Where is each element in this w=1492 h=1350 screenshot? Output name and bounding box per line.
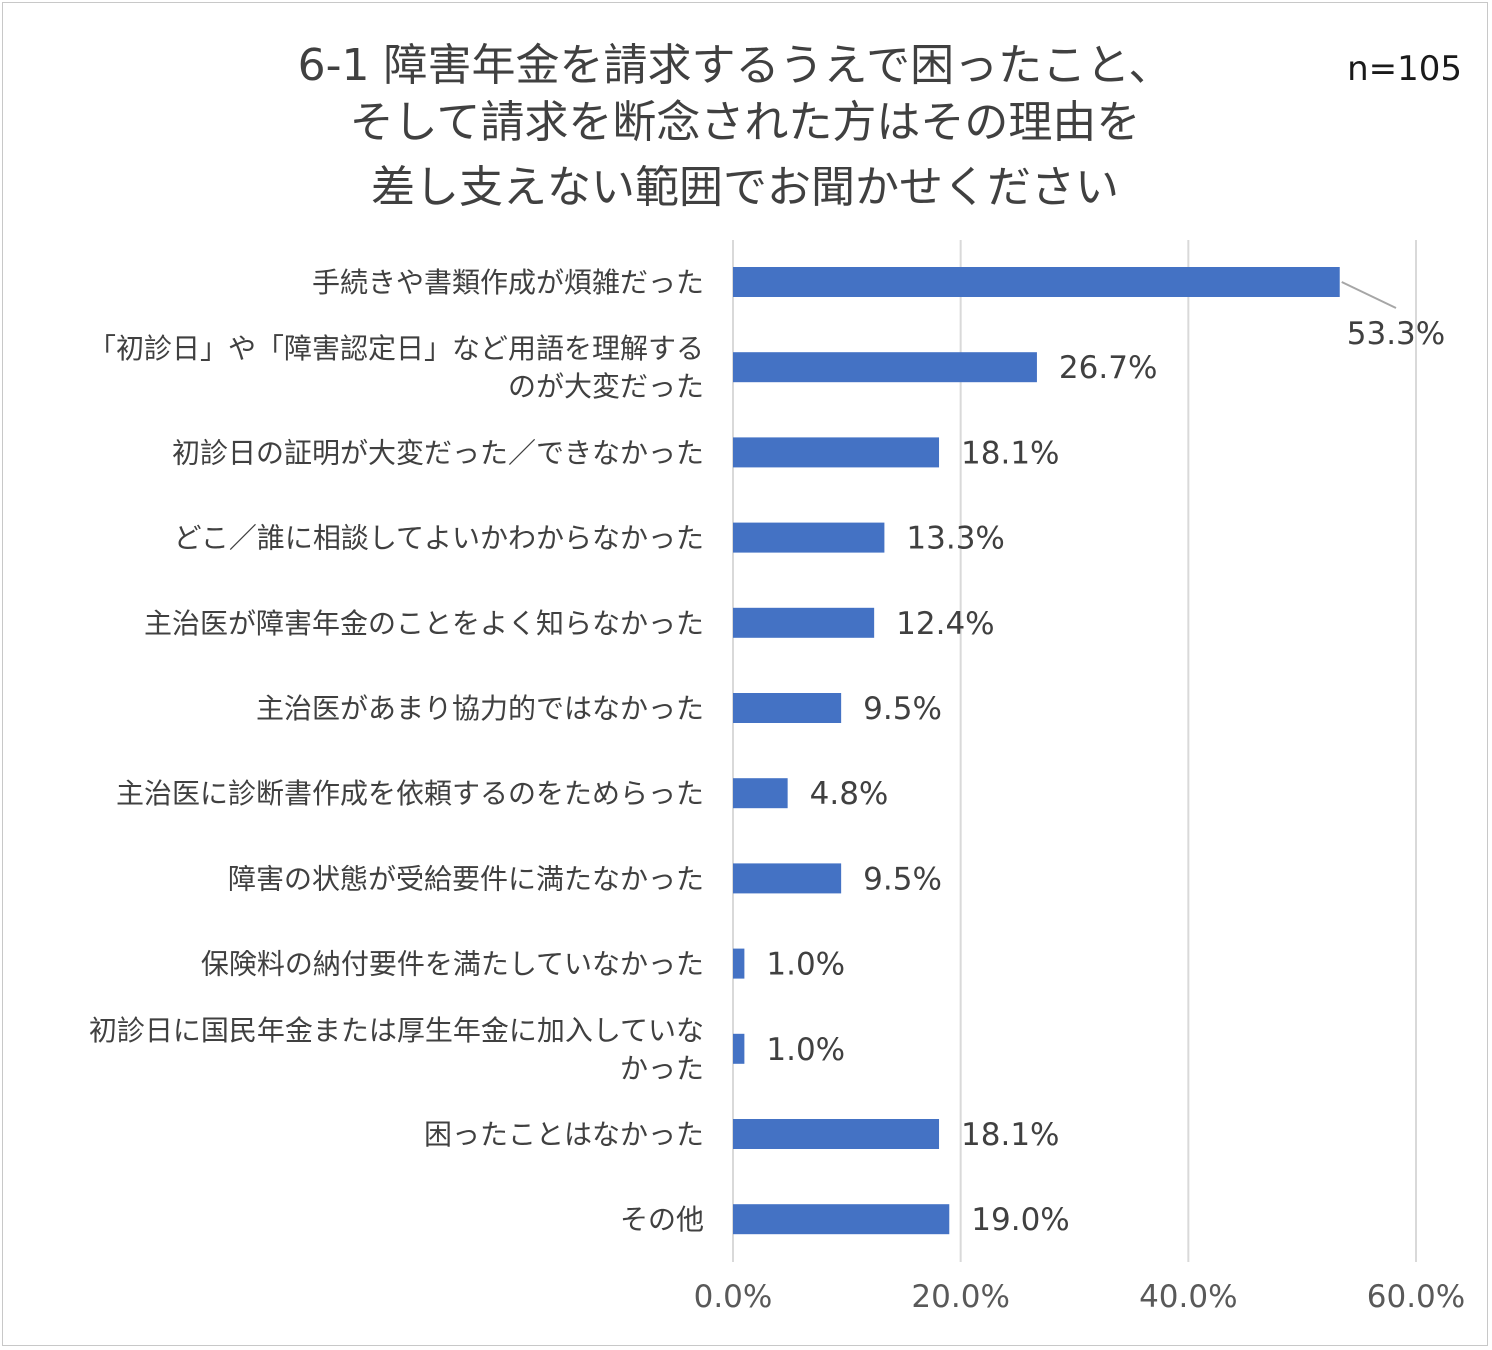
category-label: 主治医があまり協力的ではなかった bbox=[256, 692, 704, 725]
bar bbox=[733, 693, 842, 723]
category-label: 手続きや書類作成が煩雑だった bbox=[312, 266, 704, 299]
data-label: 1.0% bbox=[766, 1032, 845, 1068]
data-label: 9.5% bbox=[863, 861, 942, 897]
bar bbox=[733, 948, 745, 979]
x-axis-ticks: 0.0% 20.0% 40.0% 60.0% bbox=[694, 1279, 1466, 1315]
category-label: 障害の状態が受給要件に満たなかった bbox=[228, 862, 704, 895]
bar bbox=[733, 522, 885, 553]
x-tick-label: 0.0% bbox=[694, 1279, 773, 1315]
category-label: 主治医に診断書作成を依頼するのをためらった bbox=[116, 777, 704, 810]
data-labels: 53.3% 26.7% 18.1% 13.3% 12.4% 9.5% 4.8% 9.5% 1.0… bbox=[766, 281, 1445, 1238]
category-label: その他 bbox=[620, 1203, 704, 1236]
category-label: かった bbox=[620, 1052, 704, 1085]
bar bbox=[733, 267, 1340, 297]
category-label: どこ／誰に相談してよいかわからなかった bbox=[174, 522, 704, 555]
category-label: 困ったことはなかった bbox=[424, 1118, 704, 1151]
chart-title-line-1: 6-1 障害年金を請求するうえで困ったこと、 bbox=[298, 40, 1173, 91]
bar bbox=[733, 437, 940, 468]
bar bbox=[733, 352, 1037, 383]
bar bbox=[733, 1204, 950, 1235]
data-label: 9.5% bbox=[863, 691, 942, 727]
x-tick-label: 40.0% bbox=[1139, 1279, 1237, 1315]
chart-title: 6-1 障害年金を請求するうえで困ったこと、 そして請求を断念された方はその理由… bbox=[298, 40, 1173, 213]
bars bbox=[733, 267, 1340, 1235]
data-label: 26.7% bbox=[1059, 350, 1157, 386]
bar bbox=[733, 1033, 745, 1064]
data-label: 13.3% bbox=[906, 521, 1004, 557]
chart-title-line-3: 差し支えない範囲でお聞かせください bbox=[371, 162, 1119, 213]
sample-size-label: n=105 bbox=[1347, 49, 1462, 89]
category-label: 主治医が障害年金のことをよく知らなかった bbox=[144, 607, 704, 640]
bar bbox=[733, 1119, 940, 1149]
x-tick-label: 20.0% bbox=[911, 1279, 1009, 1315]
data-label: 19.0% bbox=[971, 1202, 1069, 1238]
bar bbox=[733, 863, 842, 894]
category-label: のが大変だった bbox=[508, 370, 704, 403]
chart-title-line-2: そして請求を断念された方はその理由を bbox=[350, 97, 1141, 148]
category-label: 初診日の証明が大変だった／できなかった bbox=[172, 436, 704, 469]
data-label: 4.8% bbox=[810, 776, 889, 812]
data-label: 18.1% bbox=[961, 435, 1059, 471]
category-labels: 手続きや書類作成が煩雑だった「初診日」や「障害認定日」など用語を理解するのが大変… bbox=[88, 266, 704, 1236]
category-label: 保険料の納付要件を満たしていなかった bbox=[201, 948, 704, 981]
data-label: 53.3% bbox=[1347, 316, 1445, 352]
leader-line bbox=[1341, 281, 1397, 309]
bar bbox=[733, 607, 875, 638]
category-label: 初診日に国民年金または厚生年金に加入していな bbox=[89, 1014, 704, 1047]
category-label: 「初診日」や「障害認定日」など用語を理解する bbox=[88, 332, 704, 365]
bar bbox=[733, 778, 788, 809]
data-label: 18.1% bbox=[961, 1117, 1059, 1153]
gridlines bbox=[732, 240, 1417, 1262]
data-label: 1.0% bbox=[766, 947, 845, 983]
x-tick-label: 60.0% bbox=[1367, 1279, 1465, 1315]
data-label: 12.4% bbox=[896, 606, 994, 642]
